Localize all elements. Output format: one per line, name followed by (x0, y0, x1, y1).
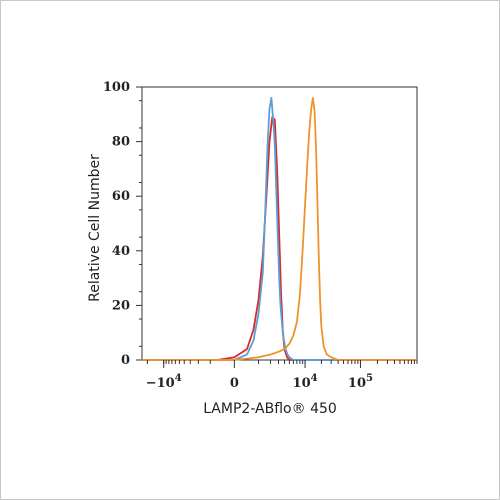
y-tick-label: 60 (112, 189, 130, 204)
histogram-series-2 (142, 97, 417, 361)
histogram-series-3 (142, 97, 417, 361)
y-axis-title: Relative Cell Number (87, 154, 103, 302)
y-tick-label: 100 (103, 80, 130, 95)
y-tick-label: 0 (121, 353, 130, 368)
y-tick-label: 80 (112, 135, 130, 150)
x-tick-label: 104 (293, 373, 318, 391)
x-tick-label: 105 (348, 373, 373, 391)
x-tick-label: 0 (230, 376, 239, 391)
x-axis-title: LAMP2-ABflo® 450 (203, 401, 337, 417)
y-tick-label: 40 (112, 244, 130, 259)
axes-layer: 0 20 40 60 80 100 −104 0 104 105 (103, 80, 418, 391)
y-tick-label: 20 (112, 298, 130, 313)
plot-border (141, 86, 418, 361)
plot-area (141, 86, 418, 361)
x-tick-label: −104 (146, 373, 182, 391)
